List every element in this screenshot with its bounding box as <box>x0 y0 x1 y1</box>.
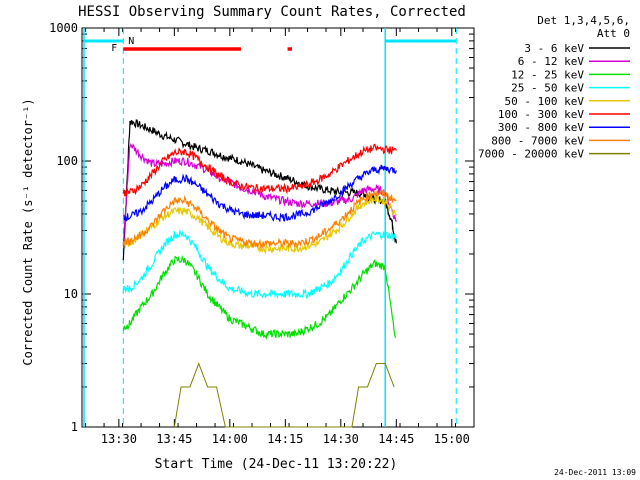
legend-label: 25 - 50 keV <box>511 82 584 95</box>
legend-label: 100 - 300 keV <box>498 108 584 121</box>
x-tick-label: 14:30 <box>323 432 359 446</box>
legend-label: 300 - 800 keV <box>498 121 584 134</box>
legend-label: 12 - 25 keV <box>511 68 584 81</box>
x-tick-label: 13:30 <box>101 432 137 446</box>
x-axis-label: Start Time (24-Dec-11 13:20:22) <box>155 457 398 472</box>
x-tick-label: 14:00 <box>212 432 248 446</box>
flag-n-label: N <box>128 36 134 47</box>
series-7000-20000-kev <box>173 362 395 428</box>
series-300-800-kev <box>123 164 397 223</box>
legend-label: 7000 - 20000 keV <box>478 148 584 161</box>
series-line <box>123 164 397 223</box>
y-axis-label: Corrected Count Rate (s⁻¹ detector⁻¹) <box>21 98 35 365</box>
plot-area: 13:30 13:45 14:00 14:15 14:30 14:45 15:00 1 10 10… <box>49 21 630 446</box>
chart-title: HESSI Observing Summary Count Rates, Cor… <box>78 4 466 20</box>
legend-label: 50 - 100 keV <box>505 95 585 108</box>
series-line <box>173 362 395 428</box>
series-3-6-kev <box>122 119 397 261</box>
timestamp: 24-Dec-2011 13:09 <box>554 468 636 477</box>
series-100-300-kev <box>122 143 397 197</box>
series-line <box>122 119 397 261</box>
series-line <box>122 143 397 197</box>
x-tick-label: 15:00 <box>434 432 470 446</box>
series-line <box>122 189 397 250</box>
x-tick-label: 13:45 <box>156 432 192 446</box>
legend-label: 800 - 7000 keV <box>491 134 584 147</box>
legend-header-1: Det 1,3,4,5,6, <box>537 14 630 27</box>
legend-label: 6 - 12 keV <box>518 55 585 68</box>
y-tick-label: 100 <box>56 154 78 168</box>
plot-frame <box>81 27 475 428</box>
series-line <box>122 254 397 340</box>
y-tick-label: 1 <box>71 420 78 434</box>
series-800-7000-kev <box>122 189 397 250</box>
series-25-50-kev <box>122 228 397 300</box>
legend-header-2: Att 0 <box>597 27 630 40</box>
x-tick-label: 14:45 <box>378 432 414 446</box>
y-tick-label: 1000 <box>49 21 78 35</box>
flag-f-label: F <box>111 43 117 54</box>
y-tick-label: 10 <box>64 287 78 301</box>
series-line <box>122 228 397 300</box>
legend-label: 3 - 6 keV <box>524 42 584 55</box>
series-12-25-kev <box>122 254 397 340</box>
x-tick-label: 14:15 <box>267 432 303 446</box>
